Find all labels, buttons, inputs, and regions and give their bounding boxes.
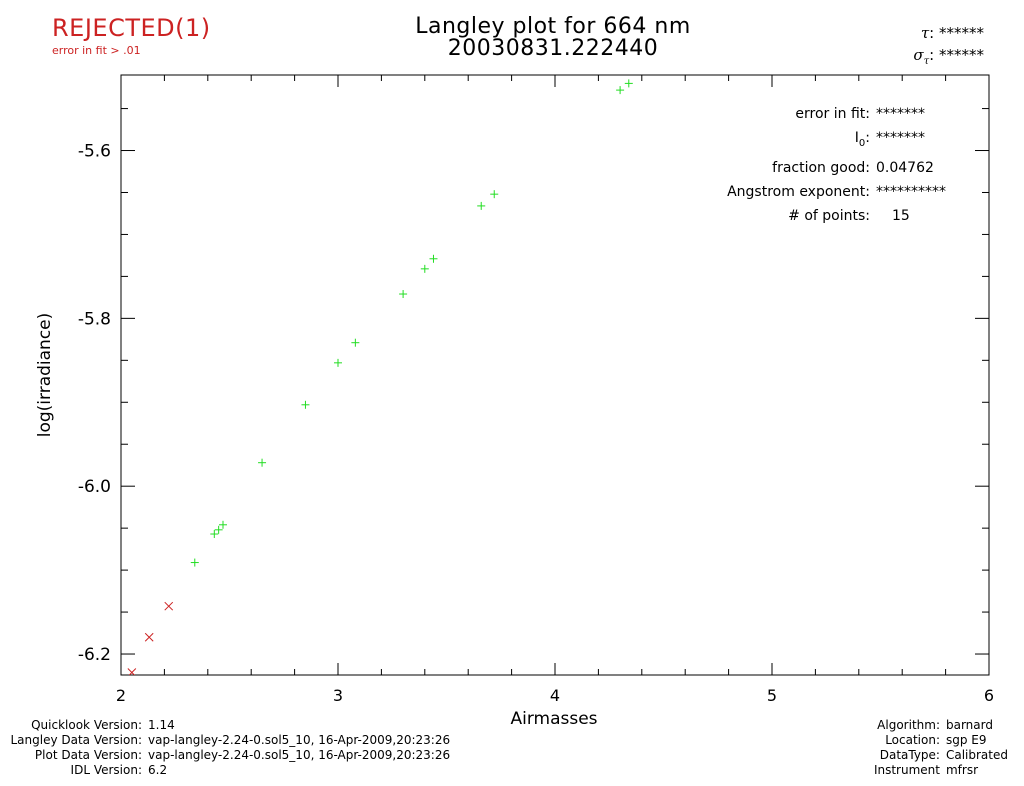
angstrom-value: ********** — [876, 183, 946, 200]
footer-value: vap-langley-2.24-0.sol5_10, 16-Apr-2009,… — [148, 748, 451, 762]
fit-info-panel: error in fit: ******* I0: ******* fracti… — [640, 102, 946, 228]
footer-row-location: Location: sgp E9 — [819, 733, 1008, 748]
y-axis-label: log(irradiance) — [35, 313, 55, 438]
accepted-point — [351, 338, 360, 347]
footer-version-info: Quicklook Version: 1.14 Langley Data Ver… — [0, 718, 450, 778]
title-line-2: 20030831.222440 — [447, 36, 659, 61]
accepted-point — [258, 458, 267, 467]
points-value: 15 — [892, 207, 910, 224]
accepted-point — [420, 264, 429, 273]
accepted-point — [190, 558, 199, 567]
y-tick-label: -5.6 — [78, 142, 111, 162]
x-tick-label: 3 — [333, 686, 343, 705]
x-tick-label: 5 — [767, 686, 777, 705]
data-marks — [127, 79, 633, 675]
fit-error-label: error in fit: — [795, 106, 870, 122]
x-tick-label: 4 — [550, 686, 560, 705]
footer-row-datatype: DataType: Calibrated — [819, 748, 1008, 763]
footer-value: sgp E9 — [945, 733, 987, 747]
y-tick-label: -5.8 — [78, 309, 111, 329]
accepted-point — [477, 201, 486, 210]
accepted-point — [334, 358, 342, 367]
accepted-point — [429, 254, 438, 263]
tau-value: : ****** — [929, 24, 984, 42]
angstrom-label: Angstrom exponent: — [727, 183, 870, 200]
footer-label: Location: — [885, 733, 940, 747]
y-tick-label: -6.0 — [78, 477, 111, 497]
footer-row-idl-version: IDL Version: 6.2 — [0, 763, 450, 778]
footer-value: barnard — [945, 718, 993, 732]
footer-value: Calibrated — [945, 748, 1008, 762]
x-stroke — [128, 668, 137, 675]
y-tick-label: -6.2 — [78, 645, 111, 665]
fit-error-value: ******* — [876, 106, 925, 122]
chart-title: Langley plot for 664 nm 20030831.222440 — [300, 16, 806, 60]
x-stroke — [144, 632, 154, 642]
i0-row: I0: ******* — [640, 126, 946, 156]
i0-label: I0: — [640, 126, 870, 156]
accepted-point — [218, 520, 227, 529]
accepted-point — [301, 400, 310, 409]
tau-symbol: τ — [920, 24, 930, 42]
angstrom-row: Angstrom exponent: ********** — [640, 180, 946, 204]
footer-label: Plot Data Version: — [34, 748, 142, 762]
accepted-point — [214, 525, 223, 534]
footer-label: Quicklook Version: — [31, 718, 142, 732]
points-label: # of points: — [788, 207, 870, 224]
accepted-point — [490, 190, 499, 199]
x-tick-label: 2 — [116, 686, 126, 705]
footer-instrument-info: Algorithm: barnard Location: sgp E9 Data… — [819, 718, 1008, 778]
rejected-point — [127, 668, 137, 675]
x-axis-label: Airmasses — [510, 709, 597, 729]
tau-row: τ: ****** — [913, 22, 984, 44]
sigma-tau-value: : ****** — [929, 46, 984, 64]
footer-label: Instrument — [873, 763, 940, 777]
accepted-point — [210, 530, 219, 539]
footer-row-langley-version: Langley Data Version: vap-langley-2.24-0… — [0, 733, 450, 748]
footer-label: IDL Version: — [70, 763, 142, 777]
status-note: error in fit > .01 — [52, 44, 141, 57]
fraction-good-value: 0.04762 — [876, 159, 934, 176]
footer-value: mfrsr — [945, 763, 979, 777]
accepted-point — [399, 290, 408, 299]
sigma-tau-row: στ: ****** — [913, 44, 984, 73]
footer-row-quicklook: Quicklook Version: 1.14 — [0, 718, 450, 733]
footer-value: 6.2 — [148, 763, 168, 777]
footer-row-plot-version: Plot Data Version: vap-langley-2.24-0.so… — [0, 748, 450, 763]
footer-label: Algorithm: — [877, 718, 940, 732]
footer-row-instrument: Instrument mfrsr — [819, 763, 1008, 778]
axes-group: 2 3 4 5 6 -5.6 -5.8 -6.0 -6.2 — [78, 75, 994, 705]
sigma-subscript: τ — [923, 56, 930, 67]
fraction-good-row: fraction good: 0.04762 — [640, 156, 946, 180]
i0-value: ******* — [876, 130, 925, 146]
tau-block: τ: ****** στ: ****** — [913, 22, 984, 73]
x-stroke — [164, 601, 174, 611]
points-row: # of points: 15 — [640, 204, 946, 228]
footer-label: Langley Data Version: — [10, 733, 142, 747]
sigma-symbol: σ — [913, 46, 924, 64]
accepted-point — [616, 86, 625, 95]
footer-label: DataType: — [879, 748, 940, 762]
fit-error-row: error in fit: ******* — [640, 102, 946, 126]
footer-value: vap-langley-2.24-0.sol5_10, 16-Apr-2009,… — [148, 733, 451, 747]
rejected-point — [144, 632, 154, 642]
footer-row-algorithm: Algorithm: barnard — [819, 718, 1008, 733]
status-label: REJECTED(1) — [52, 14, 211, 42]
footer-value: 1.14 — [148, 718, 175, 732]
fraction-good-label: fraction good: — [772, 159, 870, 176]
i0-letter: I — [854, 130, 859, 146]
rejected-point — [164, 601, 174, 611]
i0-subscript: 0 — [858, 137, 866, 149]
accepted-point — [624, 79, 633, 88]
title-line-1: Langley plot for 664 nm — [415, 14, 691, 39]
x-tick-label: 6 — [984, 686, 994, 705]
i0-colon: : — [865, 130, 870, 146]
